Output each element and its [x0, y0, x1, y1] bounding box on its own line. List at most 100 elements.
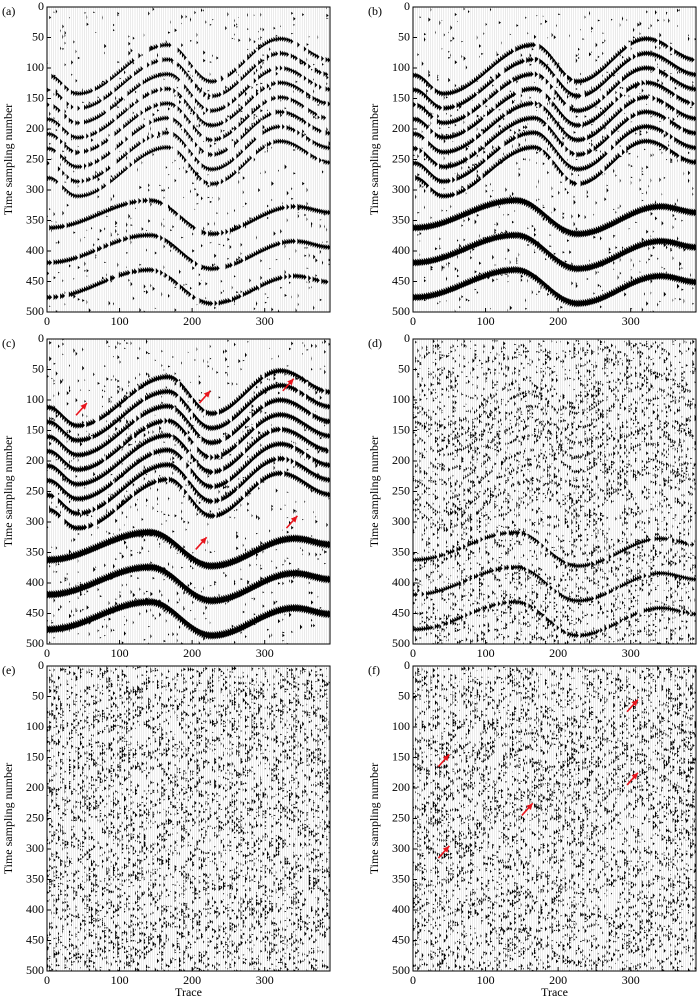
trace-lines [413, 7, 695, 312]
x-axis-label: Trace [175, 985, 202, 998]
y-tick-label: 400 [26, 902, 44, 916]
panel-label: (f) [368, 663, 380, 677]
seismic-panel [47, 339, 330, 644]
x-tick-label: 200 [183, 646, 201, 660]
seismic-panel [47, 666, 330, 971]
y-tick-label: 100 [26, 60, 44, 74]
y-tick-label: 200 [26, 121, 44, 135]
x-tick-label: 100 [111, 646, 129, 660]
trace-lines [47, 666, 329, 971]
y-tick-label: 250 [26, 810, 44, 824]
y-tick-label: 50 [32, 361, 44, 375]
y-tick-label: 150 [392, 422, 410, 436]
y-tick-label: 50 [398, 29, 410, 43]
y-axis-label: Time sampling number [367, 763, 381, 875]
y-tick-label: 300 [392, 841, 410, 855]
x-tick-label: 0 [44, 314, 50, 328]
events [413, 35, 696, 308]
events [47, 36, 330, 307]
y-tick-label: 250 [26, 483, 44, 497]
y-tick-label: 450 [26, 932, 44, 946]
axes-frame [46, 6, 331, 313]
noise [413, 666, 696, 971]
events [413, 696, 696, 965]
noise [47, 7, 330, 312]
y-tick-label: 0 [38, 331, 44, 345]
y-tick-label: 200 [26, 780, 44, 794]
seismic-panel [413, 666, 696, 971]
arrow-head [526, 803, 533, 810]
x-tick-label: 100 [477, 973, 495, 987]
y-tick-label: 0 [38, 0, 44, 13]
y-tick-label: 500 [392, 304, 410, 318]
arrow-head [203, 390, 211, 398]
y-axis-label: Time sampling number [1, 763, 15, 875]
y-tick-label: 250 [26, 151, 44, 165]
y-tick-label: 150 [392, 90, 410, 104]
y-tick-label: 200 [392, 453, 410, 467]
x-tick-label: 200 [549, 314, 567, 328]
events [413, 368, 696, 639]
y-tick-label: 150 [26, 90, 44, 104]
y-tick-label: 450 [392, 932, 410, 946]
panel-label: (e) [2, 663, 15, 677]
y-tick-label: 250 [392, 483, 410, 497]
seismic-panel [413, 339, 696, 644]
panel-label: (d) [368, 336, 382, 350]
y-axis-label: Time sampling number [367, 104, 381, 216]
x-tick-label: 300 [622, 314, 640, 328]
y-tick-label: 100 [26, 392, 44, 406]
noise [47, 666, 330, 971]
panel-label: (a) [2, 4, 15, 18]
y-tick-label: 500 [26, 963, 44, 977]
x-tick-label: 300 [622, 973, 640, 987]
arrow-head [80, 403, 87, 410]
y-tick-label: 50 [398, 361, 410, 375]
arrow-head [442, 754, 450, 762]
y-tick-label: 150 [26, 749, 44, 763]
x-tick-label: 0 [44, 973, 50, 987]
y-tick-label: 200 [26, 453, 44, 467]
y-axis-label: Time sampling number [1, 436, 15, 548]
y-tick-label: 400 [392, 902, 410, 916]
y-tick-label: 250 [392, 151, 410, 165]
x-tick-label: 200 [549, 646, 567, 660]
arrow-head [290, 515, 298, 523]
y-tick-label: 200 [392, 121, 410, 135]
y-tick-label: 100 [392, 60, 410, 74]
x-tick-label: 100 [477, 646, 495, 660]
panel-label: (c) [2, 336, 15, 350]
y-tick-label: 150 [392, 749, 410, 763]
noise [413, 339, 696, 644]
y-tick-label: 50 [32, 688, 44, 702]
x-tick-label: 300 [622, 646, 640, 660]
y-tick-label: 350 [392, 544, 410, 558]
x-tick-label: 100 [111, 973, 129, 987]
y-tick-label: 350 [26, 871, 44, 885]
x-tick-label: 300 [256, 973, 274, 987]
x-tick-label: 0 [44, 646, 50, 660]
arrow-head [631, 772, 638, 780]
y-axis-label: Time sampling number [367, 436, 381, 548]
y-tick-label: 350 [26, 544, 44, 558]
y-tick-label: 300 [26, 841, 44, 855]
y-tick-label: 0 [38, 658, 44, 672]
x-tick-label: 200 [183, 314, 201, 328]
x-tick-label: 200 [549, 973, 567, 987]
y-tick-label: 50 [398, 688, 410, 702]
y-tick-label: 450 [392, 605, 410, 619]
arrow-head [631, 699, 638, 707]
y-tick-label: 300 [392, 182, 410, 196]
y-tick-label: 150 [26, 422, 44, 436]
y-tick-label: 100 [392, 392, 410, 406]
y-tick-label: 50 [32, 29, 44, 43]
x-tick-label: 0 [410, 314, 416, 328]
x-tick-label: 0 [410, 646, 416, 660]
y-tick-label: 400 [392, 575, 410, 589]
y-tick-label: 500 [26, 304, 44, 318]
seismic-panel [413, 7, 696, 312]
trace-lines [47, 339, 329, 644]
arrow-head [200, 537, 207, 544]
arrow-head [442, 845, 450, 853]
